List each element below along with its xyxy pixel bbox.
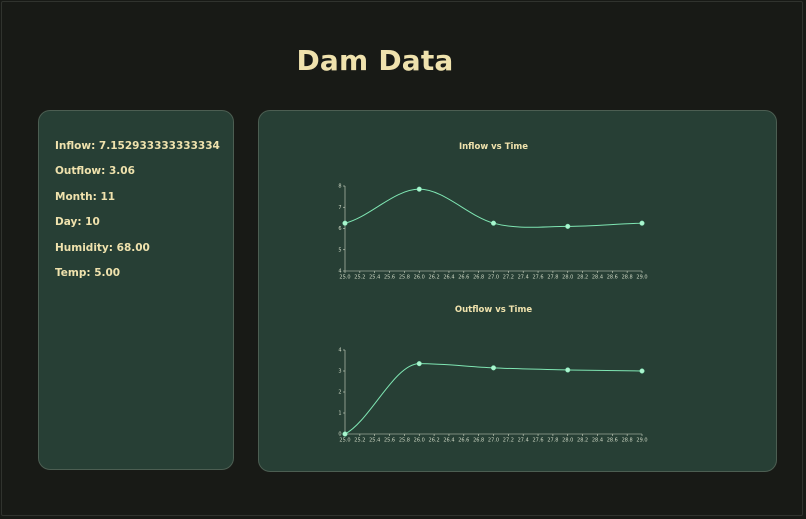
inflow-x-tick-label: 28.2 bbox=[577, 275, 588, 281]
inflow-data-point[interactable] bbox=[416, 186, 422, 192]
outflow-y-tick-label: 3 bbox=[338, 369, 341, 375]
outflow-x-tick-label: 28.2 bbox=[577, 438, 588, 444]
outflow-x-tick-label: 28.4 bbox=[592, 438, 603, 444]
inflow-x-tick-label: 28.6 bbox=[607, 275, 618, 281]
inflow-x-tick-label: 26.6 bbox=[458, 275, 469, 281]
outflow-x-tick-label: 27.2 bbox=[503, 438, 514, 444]
inflow-x-tick-label: 25.6 bbox=[384, 275, 395, 281]
inflow-data-point[interactable] bbox=[639, 220, 645, 226]
chart-panel: Inflow vs Time 4 5 6 7 8 25.0 25.2 25.4 25.6 25.8 2… bbox=[258, 110, 777, 472]
inflow-data-point[interactable] bbox=[490, 220, 497, 226]
inflow-x-tick-label: 25.0 bbox=[339, 275, 350, 281]
inflow-x-tick-label: 28.4 bbox=[592, 275, 603, 281]
outflow-data-point[interactable] bbox=[639, 368, 645, 374]
outflow-y-tick-label: 2 bbox=[338, 390, 341, 396]
outflow-x-tick-label: 25.8 bbox=[399, 438, 410, 444]
outflow-y-tick-label: 1 bbox=[338, 411, 341, 417]
outflow-x-tick-label: 25.4 bbox=[369, 438, 380, 444]
inflow-x-tick-label: 28.8 bbox=[622, 275, 633, 281]
outflow-y-tick-label: 4 bbox=[338, 348, 341, 354]
temp-stat: Temp: 5.00 bbox=[55, 267, 121, 279]
inflow-x-tick-label: 25.8 bbox=[399, 275, 410, 281]
outflow-x-tick-label: 26.2 bbox=[429, 438, 440, 444]
outflow-x-tick-label: 28.0 bbox=[562, 438, 573, 444]
humidity-stat: Humidity: 68.00 bbox=[55, 242, 150, 254]
outflow-x-tick-label: 27.4 bbox=[518, 438, 529, 444]
outflow-x-tick-label: 25.0 bbox=[339, 438, 350, 444]
inflow-x-tick-label: 27.4 bbox=[518, 275, 529, 281]
outflow-x-tick-label: 27.6 bbox=[532, 438, 543, 444]
inflow-x-tick-label: 25.4 bbox=[369, 275, 380, 281]
stats-panel: Inflow: 7.152933333333334 Outflow: 3.06 … bbox=[38, 110, 234, 470]
inflow-x-tick-label: 26.2 bbox=[429, 275, 440, 281]
inflow-axes bbox=[344, 186, 642, 272]
inflow-y-tick-label: 7 bbox=[338, 205, 341, 211]
outflow-series-line bbox=[344, 363, 643, 435]
outflow-x-tick-label: 28.6 bbox=[607, 438, 618, 444]
month-stat: Month: 11 bbox=[55, 191, 116, 203]
outflow-x-tick-label: 27.0 bbox=[488, 438, 499, 444]
outflow-axes bbox=[344, 350, 642, 435]
inflow-data-point[interactable] bbox=[342, 220, 348, 226]
inflow-stat: Inflow: 7.152933333333334 bbox=[55, 140, 220, 152]
inflow-x-tick-label: 27.6 bbox=[532, 275, 543, 281]
inflow-x-tick-label: 26.4 bbox=[443, 275, 454, 281]
outflow-data-point[interactable] bbox=[490, 365, 497, 371]
outflow-chart: Outflow vs Time 0 1 2 3 4 25.0 25.2 25.4 25.6 25.8… bbox=[338, 305, 647, 444]
page-title: Dam Data bbox=[296, 44, 454, 77]
inflow-data-point[interactable] bbox=[565, 223, 571, 229]
outflow-y-tick-label: 0 bbox=[338, 432, 341, 438]
inflow-x-tick-label: 29.0 bbox=[636, 275, 647, 281]
outflow-x-tick-label: 26.6 bbox=[458, 438, 469, 444]
inflow-y-tick-label: 8 bbox=[338, 184, 341, 190]
outflow-x-tick-label: 26.8 bbox=[473, 438, 484, 444]
outflow-data-point[interactable] bbox=[416, 361, 422, 367]
inflow-x-tick-label: 27.2 bbox=[503, 275, 514, 281]
inflow-x-tick-label: 25.2 bbox=[354, 275, 365, 281]
outflow-x-tick-label: 25.6 bbox=[384, 438, 395, 444]
outflow-x-tick-label: 26.4 bbox=[443, 438, 454, 444]
outflow-x-tick-label: 27.8 bbox=[547, 438, 558, 444]
inflow-x-tick-label: 27.0 bbox=[488, 275, 499, 281]
outflow-x-tick-label: 25.2 bbox=[354, 438, 365, 444]
inflow-x-tick-label: 28.0 bbox=[562, 275, 573, 281]
inflow-x-tick-label: 26.8 bbox=[473, 275, 484, 281]
inflow-y-tick-label: 4 bbox=[338, 269, 341, 275]
inflow-y-tick-label: 5 bbox=[338, 247, 341, 253]
inflow-chart: Inflow vs Time 4 5 6 7 8 25.0 25.2 25.4 25.6 25.8 2… bbox=[338, 142, 647, 281]
day-stat: Day: 10 bbox=[55, 216, 100, 228]
outflow-stat: Outflow: 3.06 bbox=[55, 165, 135, 177]
outflow-x-tick-label: 28.8 bbox=[622, 438, 633, 444]
outflow-x-tick-label: 29.0 bbox=[636, 438, 647, 444]
outflow-data-point[interactable] bbox=[342, 431, 348, 437]
charts-canvas: Inflow vs Time 4 5 6 7 8 25.0 25.2 25.4 25.6 25.8 2… bbox=[338, 142, 647, 444]
outflow-x-tick-label: 26.0 bbox=[414, 438, 425, 444]
inflow-x-tick-label: 27.8 bbox=[547, 275, 558, 281]
outflow-data-point[interactable] bbox=[565, 367, 571, 373]
inflow-chart-title: Inflow vs Time bbox=[459, 142, 528, 152]
outflow-chart-title: Outflow vs Time bbox=[455, 305, 532, 315]
inflow-y-tick-label: 6 bbox=[338, 226, 341, 232]
inflow-x-tick-label: 26.0 bbox=[414, 275, 425, 281]
